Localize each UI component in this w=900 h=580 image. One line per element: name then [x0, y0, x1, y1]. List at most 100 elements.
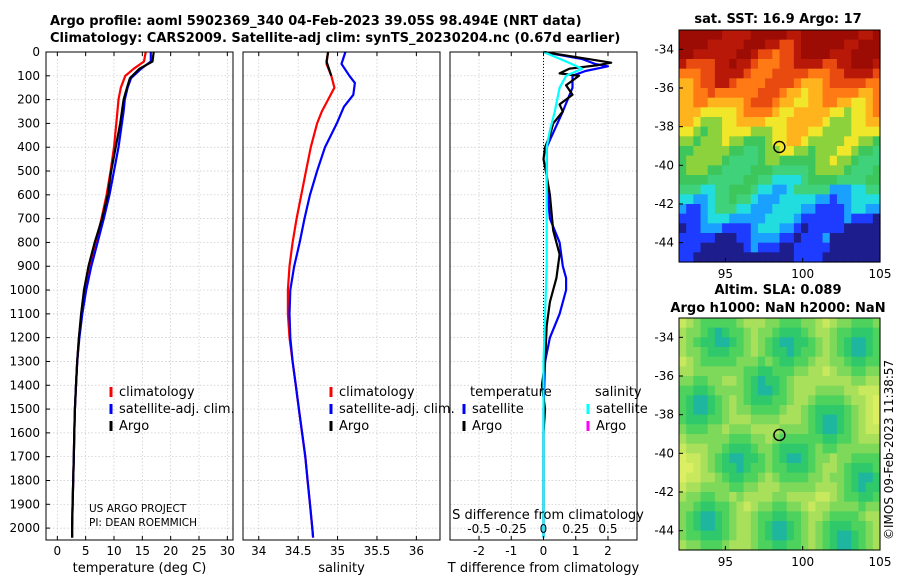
sla-map-cell	[743, 414, 752, 425]
sst-map-cell	[679, 107, 687, 118]
sla-map-cell	[757, 414, 766, 425]
sst-map-cell	[851, 59, 860, 70]
sla-map-cell	[844, 385, 852, 396]
sla-map-cell	[772, 453, 781, 464]
sla-map-cell	[736, 347, 745, 358]
sla-map-cell	[679, 424, 687, 435]
sst-map-cell	[808, 49, 816, 60]
sla-map-cell	[686, 443, 694, 454]
sla-map-cell	[779, 472, 788, 483]
sla-map-cell	[772, 424, 781, 435]
sla-map-cell	[801, 511, 809, 522]
sst-map-cell	[858, 175, 867, 186]
sla-map-cell	[743, 472, 752, 483]
sst-map-cell	[801, 175, 809, 186]
sst-map-cell	[679, 97, 687, 108]
sla-map-cell	[844, 376, 852, 387]
sst-map-cell	[836, 204, 845, 215]
sst-map-cell	[765, 194, 773, 205]
sst-map-cell	[772, 155, 781, 166]
sla-map-cell	[865, 540, 874, 551]
salinity-xtick-label: 35	[330, 544, 345, 558]
sla-map-cell	[779, 366, 788, 377]
sst-map-cell	[714, 126, 723, 137]
sla-map-cell	[829, 414, 838, 425]
sst-map-cell	[844, 30, 852, 41]
sst-map-cell	[772, 184, 781, 195]
ytick-label: 300	[17, 116, 40, 130]
sla-map-cell	[786, 318, 795, 329]
sst-map-cell	[707, 117, 716, 128]
sla-map-cell	[729, 366, 738, 377]
sst-map-cell	[786, 107, 795, 118]
sla-map-cell	[686, 347, 694, 358]
sst-map-cell	[793, 233, 802, 244]
sla-map-cell	[815, 521, 824, 532]
sla-map-cell	[865, 405, 874, 416]
sst-map-cell	[829, 233, 838, 244]
sla-map-cell	[793, 540, 802, 551]
sla-map-cell	[858, 511, 867, 522]
sla-map-cell	[822, 492, 831, 503]
sst-map-cell	[801, 30, 809, 41]
sst-map-cell	[686, 117, 694, 128]
sst-map-cell	[686, 107, 694, 118]
sla-map-cell	[729, 434, 738, 445]
sla-map-cell	[872, 472, 881, 483]
sla-map-cell	[765, 318, 773, 329]
legend-label: Argo	[472, 419, 502, 434]
sla-map-cell	[750, 405, 759, 416]
sla-map-cell	[729, 530, 738, 541]
sst-map-cell	[743, 242, 752, 253]
sla-map-cell	[772, 530, 781, 541]
sla-map-cell	[765, 356, 773, 367]
sla-map-cell	[700, 434, 709, 445]
sla-map-cell	[851, 492, 860, 503]
sla-map-cell	[750, 414, 759, 425]
sla-map-title: Altim. SLA: 0.089	[715, 283, 842, 298]
sst-map-cell	[757, 68, 766, 79]
sla-map-cell	[808, 511, 816, 522]
difference-xtick-label: 2	[604, 544, 612, 558]
sst-map-cell	[693, 49, 702, 60]
sst-map-cell	[765, 155, 773, 166]
sst-map-cell	[779, 233, 788, 244]
sla-map-cell	[801, 424, 809, 435]
sst-map-cell	[786, 49, 795, 60]
sla-map-cell	[714, 521, 723, 532]
sla-map-cell	[858, 521, 867, 532]
sst-map-cell	[707, 204, 716, 215]
sst-map-cell	[836, 136, 845, 147]
sst-map-cell	[829, 194, 838, 205]
sla-map-cell	[729, 395, 738, 406]
sst-map-cell	[679, 155, 687, 166]
sst-map-cell	[736, 146, 745, 157]
sst-map-cell	[729, 49, 738, 60]
sst-map-cell	[722, 39, 730, 50]
sla-map-cell	[750, 366, 759, 377]
sst-map-xtick-label: 105	[869, 267, 892, 281]
sst-map-cell	[679, 49, 687, 60]
sst-map-cell	[844, 233, 852, 244]
sla-map-cell	[786, 472, 795, 483]
sst-map-cell	[836, 59, 845, 70]
sla-map-cell	[765, 540, 773, 551]
sla-map-cell	[779, 492, 788, 503]
sla-map-cell	[793, 395, 802, 406]
sst-map-cell	[808, 155, 816, 166]
sla-map-cell	[865, 434, 874, 445]
sst-map-cell	[743, 30, 752, 41]
sst-map-cell	[707, 88, 716, 99]
sst-map-cell	[707, 175, 716, 186]
sst-map-cell	[872, 223, 881, 234]
sst-map-cell	[865, 117, 874, 128]
sla-map-cell	[729, 501, 738, 512]
sst-map-cell	[822, 78, 831, 89]
sla-map-cell	[679, 327, 687, 338]
sst-map-cell	[722, 30, 730, 41]
sla-map-cell	[801, 405, 809, 416]
sst-map-cell	[722, 88, 730, 99]
sla-map-cell	[765, 472, 773, 483]
sla-map-cell	[729, 414, 738, 425]
sla-map-cell	[808, 482, 816, 493]
